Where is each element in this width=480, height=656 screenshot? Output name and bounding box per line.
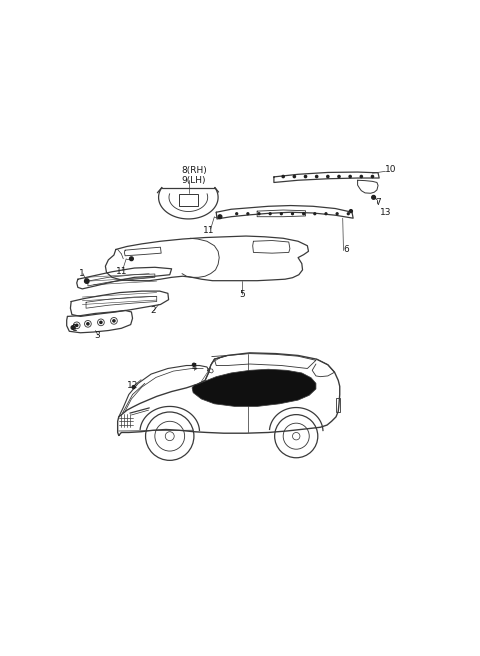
Circle shape (100, 321, 102, 323)
Text: 5: 5 (240, 289, 245, 298)
Circle shape (336, 213, 338, 215)
Text: 7: 7 (375, 198, 381, 207)
Text: 1: 1 (72, 324, 78, 333)
Text: 13: 13 (380, 208, 391, 216)
Circle shape (372, 195, 375, 199)
Circle shape (304, 175, 307, 178)
Circle shape (349, 175, 351, 178)
Circle shape (280, 213, 282, 215)
Circle shape (87, 323, 89, 325)
Circle shape (325, 213, 327, 215)
Circle shape (84, 279, 89, 283)
Bar (336, 398, 340, 413)
Circle shape (130, 257, 133, 260)
Circle shape (218, 215, 222, 218)
Circle shape (338, 175, 340, 178)
Circle shape (247, 213, 249, 215)
Circle shape (269, 213, 271, 215)
Circle shape (132, 386, 135, 388)
Text: 4: 4 (191, 363, 197, 372)
Text: 10: 10 (385, 165, 397, 174)
Circle shape (192, 363, 195, 366)
Circle shape (372, 175, 373, 178)
Text: 8(RH)
9(LH): 8(RH) 9(LH) (181, 166, 207, 186)
Circle shape (291, 213, 293, 215)
Circle shape (282, 175, 284, 178)
Circle shape (236, 213, 238, 215)
Circle shape (303, 213, 305, 215)
Text: 6: 6 (344, 245, 349, 254)
Polygon shape (192, 369, 316, 407)
Circle shape (76, 324, 78, 327)
Circle shape (315, 175, 318, 178)
Text: 1: 1 (80, 269, 85, 278)
Circle shape (348, 213, 349, 215)
Circle shape (113, 319, 115, 322)
Text: 2: 2 (150, 306, 156, 316)
Circle shape (293, 175, 296, 178)
Text: 12: 12 (127, 381, 138, 390)
Circle shape (314, 213, 316, 215)
Text: 11: 11 (203, 226, 215, 236)
Circle shape (349, 210, 352, 213)
Circle shape (327, 175, 329, 178)
Text: 3: 3 (95, 331, 100, 340)
Circle shape (258, 213, 260, 215)
Text: 11: 11 (116, 267, 127, 276)
Circle shape (71, 325, 75, 329)
Circle shape (360, 175, 362, 178)
